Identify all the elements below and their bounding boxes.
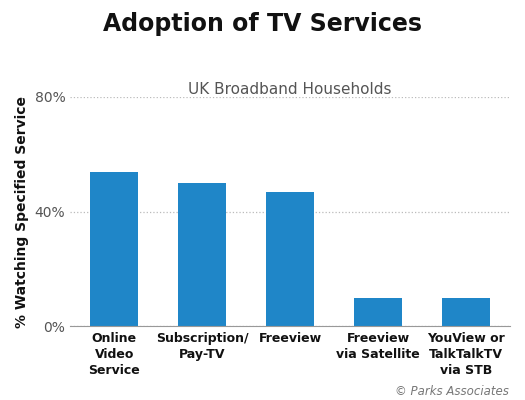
Bar	[354, 298, 402, 326]
Text: © Parks Associates: © Parks Associates	[395, 385, 509, 398]
Title: UK Broadband Households: UK Broadband Households	[188, 82, 392, 97]
Bar	[266, 192, 314, 326]
Bar	[442, 298, 490, 326]
Text: Adoption of TV Services: Adoption of TV Services	[103, 12, 422, 36]
Bar	[178, 183, 226, 326]
Bar	[90, 172, 139, 326]
Y-axis label: % Watching Specified Service: % Watching Specified Service	[15, 96, 29, 328]
